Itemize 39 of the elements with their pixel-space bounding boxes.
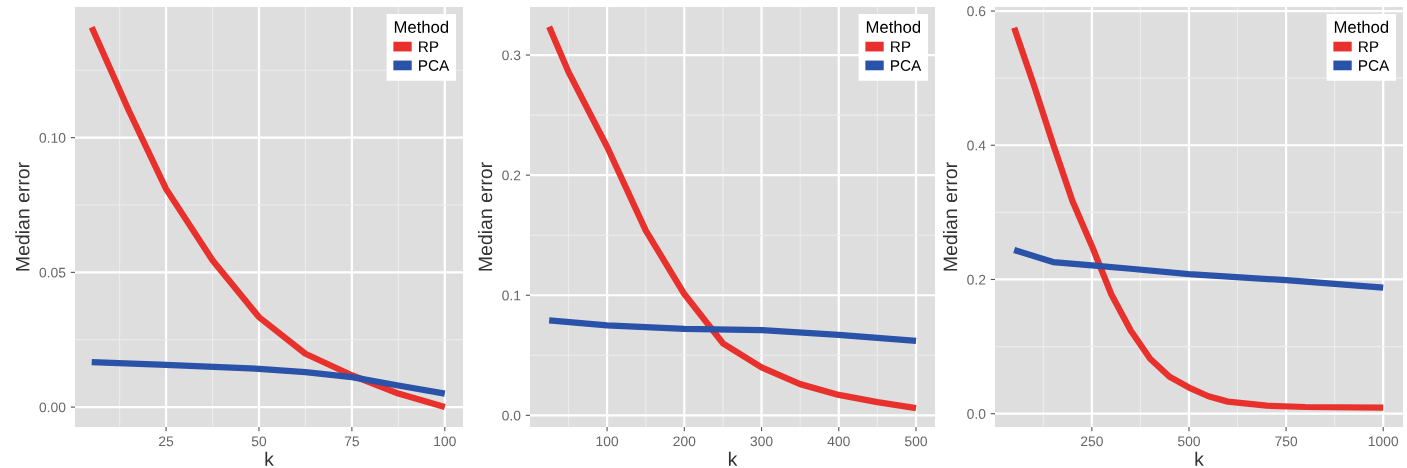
- x-axis-title: k: [728, 451, 738, 466]
- x-tick-label: 25: [159, 436, 174, 447]
- legend-title: Method: [1334, 20, 1389, 33]
- x-tick-label: 1000: [1368, 436, 1399, 447]
- x-tick-label: 500: [904, 436, 928, 447]
- x-tick-label: 100: [596, 436, 619, 447]
- legend-title: Method: [866, 20, 921, 33]
- y-tick-label: 0.2: [967, 274, 986, 285]
- x-tick-label: 750: [1275, 436, 1298, 447]
- x-tick-label: 400: [827, 436, 850, 447]
- y-tick-label: 0.0: [967, 409, 986, 419]
- y-tick-label: 0.05: [39, 267, 66, 278]
- legend-label: PCA: [1359, 60, 1390, 71]
- y-tick-label: 0.2: [502, 170, 521, 181]
- y-tick-label: 0.0: [502, 410, 521, 421]
- x-axis-title: k: [265, 451, 274, 466]
- legend-label: PCA: [419, 60, 450, 71]
- y-axis-title: Median error: [15, 162, 30, 271]
- x-tick-label: 300: [750, 436, 773, 447]
- x-axis-title: k: [1195, 451, 1204, 466]
- x-tick-label: 50: [251, 436, 267, 447]
- y-tick-label: 0.10: [39, 132, 66, 143]
- legend-label: RP: [1359, 41, 1379, 52]
- legend-label: RP: [419, 41, 439, 52]
- legend-title: Method: [394, 20, 449, 33]
- x-tick-label: 200: [673, 436, 696, 447]
- y-axis-title: Median error: [942, 162, 958, 271]
- x-tick-label: 75: [344, 436, 360, 447]
- y-tick-label: 0.4: [967, 140, 986, 151]
- x-tick-label: 500: [1177, 436, 1201, 447]
- x-tick-label: 100: [434, 436, 456, 447]
- y-tick-label: 0.1: [502, 290, 521, 301]
- legend-label: PCA: [891, 60, 922, 71]
- y-axis-title: Median error: [477, 162, 493, 271]
- y-tick-label: 0.3: [502, 50, 521, 61]
- y-tick-label: 0.00: [39, 402, 66, 413]
- legend-label: RP: [891, 41, 911, 52]
- x-tick-label: 250: [1080, 436, 1103, 447]
- y-tick-label: 0.6: [967, 6, 986, 17]
